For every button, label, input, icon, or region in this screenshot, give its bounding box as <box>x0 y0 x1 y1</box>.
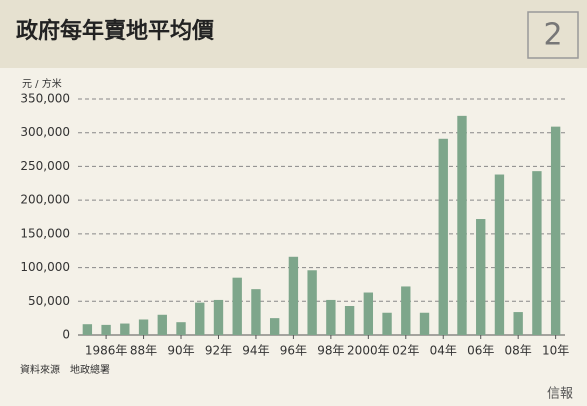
chart-title: 政府每年賣地平均價 <box>16 18 215 44</box>
y-tick-label: 50,000 <box>28 294 70 308</box>
x-tick-label: 10年 <box>542 344 569 358</box>
bar <box>307 270 317 335</box>
bar <box>363 292 374 335</box>
bar <box>101 324 111 335</box>
x-tick-label: 90年 <box>167 344 194 358</box>
bar <box>195 302 205 335</box>
watermark: 信報 <box>547 387 573 402</box>
x-tick-label: 02年 <box>392 344 419 358</box>
y-tick-label: 350,000 <box>20 92 70 106</box>
bar <box>251 289 261 335</box>
bar <box>550 126 561 335</box>
source: 資料來源 地政總署 <box>20 363 110 376</box>
bar <box>476 219 486 335</box>
y-tick-label: 250,000 <box>20 159 70 173</box>
x-tick-label: 92年 <box>205 344 232 358</box>
x-tick-label: 1986年 <box>85 344 128 358</box>
bar <box>494 174 505 335</box>
bar <box>326 299 336 335</box>
bar <box>438 138 448 335</box>
bar <box>120 323 130 335</box>
y-tick-label: 300,000 <box>20 125 70 139</box>
x-tick-label: 04年 <box>430 344 457 358</box>
badge-box <box>527 11 579 59</box>
bar <box>532 171 542 335</box>
y-tick-label: 0 <box>62 328 70 342</box>
badge: 2 <box>543 18 562 53</box>
header-band <box>0 0 587 68</box>
bar <box>269 318 280 335</box>
x-tick-label: 2000年 <box>347 344 390 358</box>
y-axis-label: 元 / 方米 <box>22 77 62 90</box>
bar <box>232 277 242 335</box>
x-tick-label: 88年 <box>130 344 157 358</box>
bar <box>457 115 467 335</box>
bar <box>344 306 355 335</box>
x-tick-label: 06年 <box>467 344 494 358</box>
bar <box>382 312 392 335</box>
bar <box>176 322 186 335</box>
x-tick-label: 96年 <box>280 344 307 358</box>
y-tick-label: 100,000 <box>20 260 70 274</box>
bar <box>401 286 411 335</box>
bar <box>82 324 93 335</box>
bar <box>513 312 523 335</box>
x-tick-label: 98年 <box>317 344 344 358</box>
bar <box>157 314 167 335</box>
bar <box>138 319 149 335</box>
bar <box>213 299 224 335</box>
y-tick-label: 150,000 <box>20 226 70 240</box>
x-tick-label: 08年 <box>505 344 532 358</box>
bar <box>288 256 299 335</box>
x-tick-label: 94年 <box>242 344 269 358</box>
y-tick-label: 200,000 <box>20 193 70 207</box>
bar <box>419 312 430 335</box>
